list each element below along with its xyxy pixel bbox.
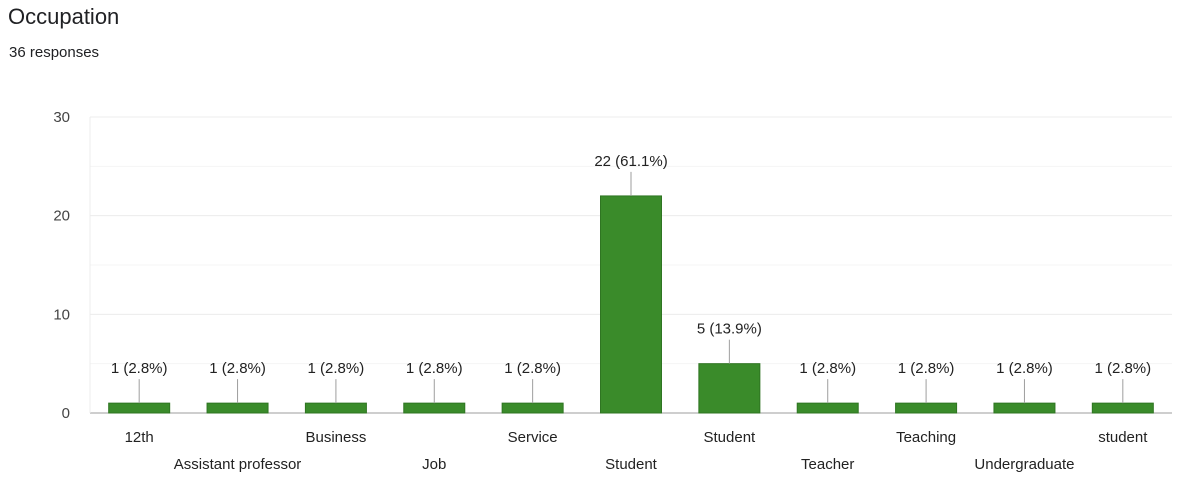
data-label: 1 (2.8%) bbox=[996, 360, 1053, 377]
x-category-label: Assistant professor bbox=[174, 456, 302, 473]
data-label: 1 (2.8%) bbox=[308, 360, 365, 377]
data-labels: 1 (2.8%) 1 (2.8%) 1 (2.8%) 1 (2.8%) 1 (2.8%)… bbox=[111, 153, 1151, 404]
y-axis-ticks: 0 10 20 30 bbox=[53, 109, 70, 422]
bar[interactable] bbox=[600, 195, 662, 414]
y-tick-label: 10 bbox=[53, 306, 70, 323]
bar[interactable] bbox=[501, 402, 564, 414]
x-category-label: Teaching bbox=[896, 429, 956, 446]
y-tick-label: 30 bbox=[53, 109, 70, 126]
x-category-label: Student bbox=[704, 429, 757, 446]
data-label: 5 (13.9%) bbox=[697, 321, 762, 338]
data-label: 22 (61.1%) bbox=[594, 153, 667, 170]
x-category-label: student bbox=[1098, 429, 1148, 446]
data-label: 1 (2.8%) bbox=[111, 360, 168, 377]
data-label: 1 (2.8%) bbox=[406, 360, 463, 377]
x-category-label: 12th bbox=[125, 429, 154, 446]
x-category-label: Student bbox=[605, 456, 658, 473]
x-category-label: Undergraduate bbox=[974, 456, 1074, 473]
y-tick-label: 0 bbox=[62, 405, 70, 422]
bar[interactable] bbox=[304, 402, 367, 414]
chart-title: Occupation bbox=[8, 4, 120, 29]
response-count: 36 responses bbox=[9, 44, 100, 61]
x-category-label: Teacher bbox=[801, 456, 854, 473]
x-category-label: Service bbox=[508, 429, 558, 446]
y-tick-label: 20 bbox=[53, 208, 70, 225]
bar[interactable] bbox=[1091, 402, 1154, 414]
data-label: 1 (2.8%) bbox=[799, 360, 856, 377]
x-category-label: Business bbox=[305, 429, 366, 446]
bar[interactable] bbox=[993, 402, 1056, 414]
bar[interactable] bbox=[206, 402, 269, 414]
x-category-label: Job bbox=[422, 456, 446, 473]
bar[interactable] bbox=[895, 402, 958, 414]
data-label: 1 (2.8%) bbox=[209, 360, 266, 377]
data-label: 1 (2.8%) bbox=[504, 360, 561, 377]
bar[interactable] bbox=[108, 402, 171, 414]
data-label: 1 (2.8%) bbox=[1094, 360, 1151, 377]
bars bbox=[108, 195, 1154, 414]
data-label: 1 (2.8%) bbox=[898, 360, 955, 377]
bar[interactable] bbox=[403, 402, 466, 414]
bar[interactable] bbox=[698, 363, 761, 414]
bar[interactable] bbox=[796, 402, 859, 414]
